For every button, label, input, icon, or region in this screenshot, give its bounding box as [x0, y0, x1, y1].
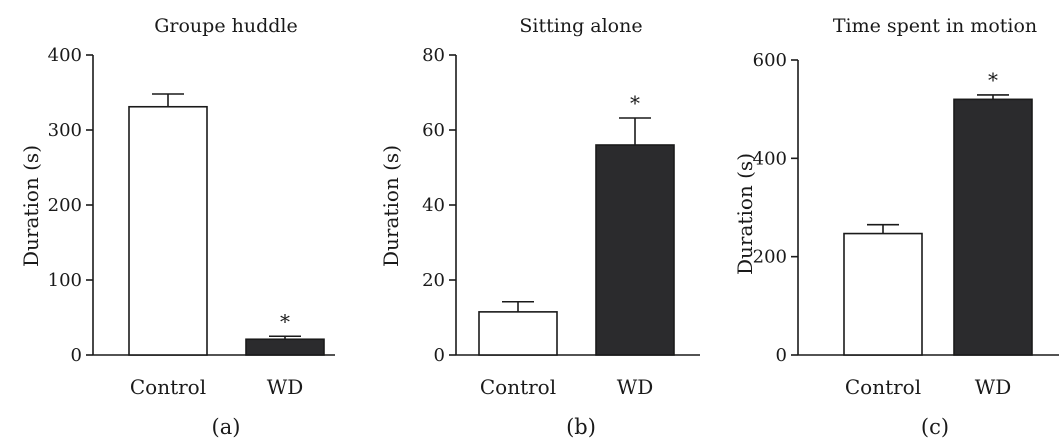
- panel-c-ticks: 0 200 400 600: [753, 50, 798, 366]
- panel-b-bar-wd: [595, 144, 675, 356]
- panel-a-y-tick-label: 0: [71, 345, 82, 366]
- panel-c-significance-mark: *: [988, 68, 998, 92]
- panel-c-title: Time spent in motion: [833, 15, 1037, 37]
- panel-a-bar-wd: [245, 338, 325, 356]
- panel-a-y-tick-label: 400: [48, 45, 82, 66]
- panel-a-y-axis-label: Duration (s): [19, 145, 43, 267]
- panel-a-y-tick-label: 100: [48, 270, 82, 291]
- panel-c-y-tick-label: 400: [753, 148, 787, 169]
- panel-a-y-tick-label: 300: [48, 120, 82, 141]
- panel-b-bar-control: [478, 311, 558, 356]
- panel-c-category-label: WD: [975, 375, 1012, 399]
- panel-b-y-tick-label: 80: [422, 45, 445, 66]
- panel-a-categories: Control WD: [130, 375, 303, 399]
- panel-b-title: Sitting alone: [519, 15, 642, 37]
- panel-c-category-label: Control: [845, 375, 921, 399]
- panel-b-y-tick-label: 40: [422, 195, 445, 216]
- panel-a-significance-mark: *: [280, 309, 290, 333]
- panel-a-label: (a): [212, 415, 241, 439]
- panel-c: Time spent in motion Duration (s) 0 200 40…: [733, 15, 1059, 439]
- panel-c-label: (c): [921, 415, 949, 439]
- panel-b-significance-mark: *: [630, 91, 640, 115]
- panel-a-bars: *: [128, 93, 325, 356]
- panel-b-y-tick-label: 0: [434, 345, 445, 366]
- panel-a-bar-control: [128, 105, 208, 356]
- panel-b-bars: *: [478, 91, 675, 356]
- panel-a-category-label: WD: [267, 375, 304, 399]
- panel-c-y-tick-label: 0: [776, 345, 787, 366]
- panel-b-y-axis-label: Duration (s): [379, 145, 403, 267]
- panel-a-y-tick-label: 200: [48, 195, 82, 216]
- panel-c-y-tick-label: 200: [753, 247, 787, 268]
- panel-b-category-label: WD: [617, 375, 654, 399]
- panel-c-categories: Control WD: [845, 375, 1011, 399]
- panel-b-category-label: Control: [480, 375, 556, 399]
- panel-a-ticks: 0 100 200 300 400: [48, 45, 93, 366]
- panel-b-label: (b): [566, 415, 596, 439]
- panel-b-y-tick-label: 20: [422, 270, 445, 291]
- panel-b-y-tick-label: 60: [422, 120, 445, 141]
- panel-c-y-axis-label: Duration (s): [733, 153, 757, 275]
- panel-c-bar-wd: [953, 98, 1033, 356]
- panel-a-title: Groupe huddle: [154, 15, 298, 37]
- panel-b-categories: Control WD: [480, 375, 653, 399]
- panel-c-bars: *: [843, 68, 1033, 356]
- panel-b-ticks: 0 20 40 60 80: [422, 45, 456, 366]
- panel-a: Groupe huddle Duration (s) 0 100 200 300 400…: [19, 15, 335, 439]
- panel-a-category-label: Control: [130, 375, 206, 399]
- panel-c-y-tick-label: 600: [753, 50, 787, 71]
- panel-b: Sitting alone Duration (s) 0 20 40 60 80 * C…: [379, 15, 700, 439]
- panel-c-bar-control: [843, 232, 923, 356]
